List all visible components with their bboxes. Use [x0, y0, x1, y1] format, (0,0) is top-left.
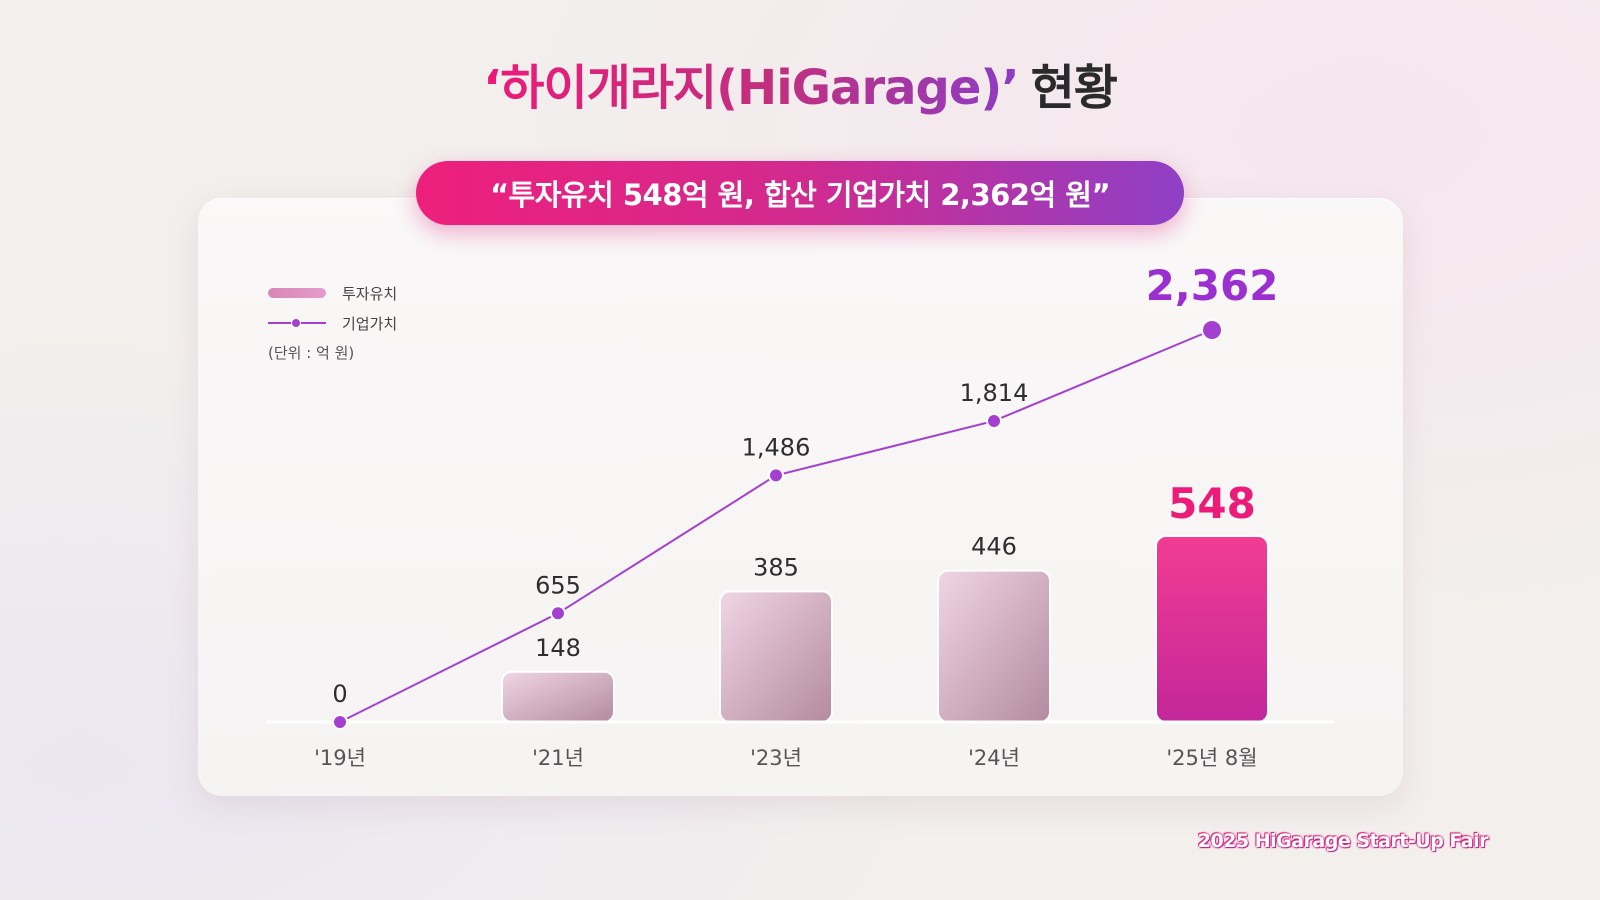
line-value-label-0: 0: [332, 680, 347, 708]
line-value-label-2: 1,486: [742, 433, 811, 461]
page-title-rest: 현황: [1030, 60, 1118, 116]
line-value-label-1: 655: [535, 571, 581, 599]
bar-investment-1: [501, 670, 615, 723]
bar-investment-2: [719, 590, 833, 724]
legend-unit: (단위 : 억 원): [268, 344, 355, 362]
legend-item-valuation: 기업가치: [268, 308, 397, 338]
x-tick-label-1: '21년: [532, 746, 584, 770]
legend-bar-swatch: [268, 288, 326, 298]
legend-line-label: 기업가치: [342, 314, 398, 333]
bar-value-label-4: 548: [1168, 479, 1256, 528]
bar-investment-3: [937, 569, 1051, 723]
line-value-label-3: 1,814: [960, 379, 1029, 407]
bar-value-label-3: 446: [971, 533, 1017, 561]
page-title-highlight: ‘하이개라지(HiGarage)’: [483, 60, 1020, 116]
line-point-valuation-0: [332, 714, 348, 730]
bar-value-label-2: 385: [753, 553, 799, 581]
bar-value-label-1: 148: [535, 634, 581, 662]
legend-item-investment: 투자유치: [268, 278, 397, 308]
page-title: ‘하이개라지(HiGarage)’ 현황: [0, 48, 1600, 118]
x-tick-label-3: '24년: [968, 746, 1020, 770]
line-value-label-4: 2,362: [1146, 261, 1279, 310]
bar-investment-4: [1155, 535, 1269, 723]
summary-banner: “투자유치 548억 원, 합산 기업가치 2,362억 원”: [416, 161, 1184, 225]
line-point-valuation-4: [1201, 319, 1223, 341]
footer-event-label: 2025 HiGarage Start-Up Fair: [1197, 830, 1489, 852]
x-tick-label-0: '19년: [314, 746, 366, 770]
x-tick-label-4: '25년 8월: [1166, 746, 1257, 770]
line-point-valuation-2: [768, 467, 784, 484]
chart-legend: 투자유치 기업가치 (단위 : 억 원): [268, 278, 397, 363]
line-point-valuation-3: [986, 412, 1002, 429]
legend-bar-label: 투자유치: [342, 284, 398, 303]
x-tick-label-2: '23년: [750, 746, 802, 770]
line-point-valuation-1: [550, 605, 566, 622]
legend-line-swatch: [268, 318, 326, 328]
